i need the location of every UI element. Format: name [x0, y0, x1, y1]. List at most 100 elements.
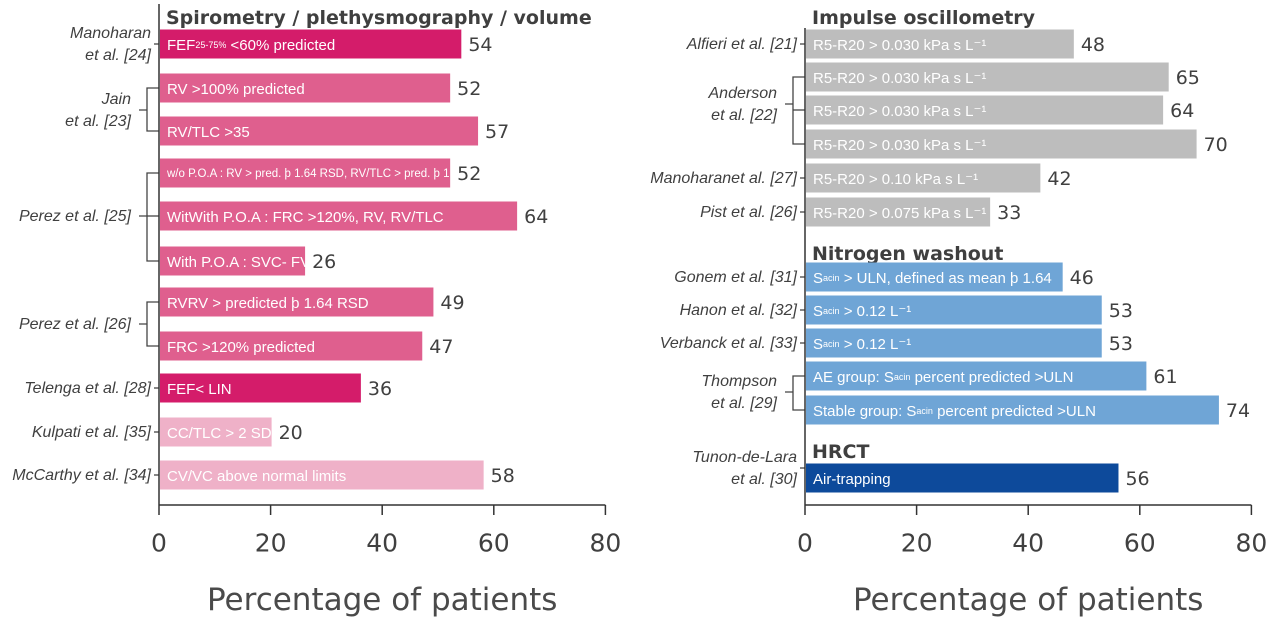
bar	[160, 373, 361, 403]
bar	[160, 73, 451, 103]
bar	[160, 116, 479, 146]
bar	[160, 158, 451, 188]
section-title: HRCT	[812, 441, 869, 463]
data-label: 42	[1047, 168, 1071, 190]
bar-label: Stable group: Sacin percent predicted >U…	[813, 403, 1096, 420]
bar-group: FEF< LIN 36	[160, 373, 392, 403]
bar	[806, 62, 1169, 92]
study-label: Manoharanet al. [27]	[650, 170, 797, 187]
study-label: Alfieri et al. [21]	[686, 36, 798, 53]
data-label: 20	[279, 422, 303, 444]
bar	[160, 29, 462, 59]
study-group: Tunon-de-Lara et al. [30]	[692, 449, 805, 488]
bar	[806, 328, 1102, 358]
study-group: Perez et al. [26]	[19, 301, 159, 347]
bar-label: R5-R20 > 0.030 kPa s L⁻¹	[813, 37, 986, 54]
bar	[806, 463, 1119, 493]
bar-group: RVRV > predicted þ 1.64 RSD 49	[160, 287, 465, 317]
bar	[806, 262, 1063, 292]
bar-group: Stable group: Sacin percent predicted >U…	[806, 395, 1250, 425]
study-label: Jain et al. [23]	[65, 91, 131, 130]
section-title: Spirometry / plethysmography / volume	[166, 7, 592, 29]
bar-label: CC/TLC > 2 SD	[167, 425, 272, 442]
bar-group: FEF25-75% <60% predicted 54	[160, 29, 493, 59]
data-label: 47	[429, 336, 453, 358]
study-group: Perez et al. [25]	[19, 172, 159, 262]
bar-group: CV/VC above normal limits 58	[160, 460, 515, 490]
x-tick-label: 80	[589, 529, 621, 558]
bar	[806, 395, 1219, 425]
bar-group: Sacin > ULN, defined as mean þ 1.64 46	[806, 262, 1094, 292]
bar-group: Air-trapping 56	[806, 463, 1150, 493]
x-tick-label: 60	[1124, 529, 1156, 558]
data-label: 46	[1070, 267, 1094, 289]
bar-label: FRC >120% predicted	[167, 339, 315, 356]
x-tick-label: 80	[1235, 529, 1267, 558]
bar-group: RV/TLC >35 57	[160, 116, 509, 146]
study-group: Anderson et al. [22]	[708, 76, 805, 145]
bar-label: R5-R20 > 0.10 kPa s L⁻¹	[813, 171, 978, 188]
bar-group: R5-R20 > 0.030 kPa s L⁻¹ 70	[806, 129, 1228, 159]
study-label: Thompson et al. [29]	[701, 373, 777, 412]
data-label: 70	[1204, 134, 1228, 156]
bar	[160, 287, 434, 317]
bar	[160, 460, 484, 490]
data-label: 52	[457, 163, 481, 185]
study-group: Verbanck et al. [33]	[660, 335, 805, 352]
bar-label: RVRV > predicted þ 1.64 RSD	[167, 295, 369, 312]
bar-label: CV/VC above normal limits	[167, 468, 346, 485]
study-label: Perez et al. [25]	[19, 208, 132, 225]
x-tick-label: 20	[901, 529, 933, 558]
section-title: Impulse oscillometry	[812, 7, 1036, 29]
data-label: 33	[997, 202, 1021, 224]
study-group: Kulpati et al. [35]	[32, 424, 159, 441]
bar-group: R5-R20 > 0.030 kPa s L⁻¹ 65	[806, 62, 1200, 92]
bar-label: R5-R20 > 0.075 kPa s L⁻¹	[813, 205, 986, 222]
bar-label: R5-R20 > 0.030 kPa s L⁻¹	[813, 137, 986, 154]
study-label: Tunon-de-Lara et al. [30]	[692, 449, 797, 488]
bar-label: Sacin > ULN, defined as mean þ 1.64	[813, 270, 1052, 287]
x-tick-label: 40	[366, 529, 398, 558]
study-label: Verbanck et al. [33]	[660, 335, 798, 352]
bar-group: R5-R20 > 0.030 kPa s L⁻¹ 64	[806, 95, 1194, 125]
study-group: Hanon et al. [32]	[680, 302, 805, 319]
bar-group: Sacin > 0.12 L⁻¹ 53	[806, 295, 1133, 325]
data-label: 53	[1109, 333, 1133, 355]
bar-label: w/o P.O.A : RV > pred. þ 1.64 RSD, RV/TL…	[166, 168, 493, 180]
study-label: Kulpati et al. [35]	[32, 424, 152, 441]
study-label: Anderson et al. [22]	[708, 85, 778, 124]
data-label: 48	[1081, 34, 1105, 56]
x-tick-label: 40	[1012, 529, 1044, 558]
section-title: Nitrogen washout	[812, 243, 1003, 265]
data-label: 26	[312, 251, 336, 273]
data-label: 61	[1153, 366, 1177, 388]
study-group: Jain et al. [23]	[65, 87, 159, 132]
data-label: 54	[468, 34, 492, 56]
group-bracket	[785, 375, 805, 411]
study-group: Alfieri et al. [21]	[686, 36, 805, 53]
x-axis-title: Percentage of patients	[853, 582, 1203, 618]
group-bracket	[139, 172, 159, 262]
bar-group: Sacin > 0.12 L⁻¹ 53	[806, 328, 1133, 358]
bar	[160, 331, 423, 361]
bar-label: RV/TLC >35	[167, 124, 250, 141]
bar-group: WitWith P.O.A : FRC >120%, RV, RV/TLC 64	[160, 201, 548, 231]
bar-label: Sacin > 0.12 L⁻¹	[813, 303, 911, 320]
bar	[160, 246, 306, 276]
bar-group: CC/TLC > 2 SD 20	[160, 417, 303, 447]
data-label: 36	[368, 378, 392, 400]
bar	[806, 197, 991, 227]
data-label: 52	[457, 78, 481, 100]
x-tick-label: 60	[478, 529, 510, 558]
data-label: 64	[1170, 100, 1194, 122]
bar-label: R5-R20 > 0.030 kPa s L⁻¹	[813, 70, 986, 87]
bar-group: R5-R20 > 0.10 kPa s L⁻¹ 42	[806, 163, 1072, 193]
bar-label: AE group: Sacin percent predicted >ULN	[813, 369, 1073, 386]
study-group: McCarthy et al. [34]	[12, 467, 159, 484]
bar	[806, 29, 1074, 59]
data-label: 49	[440, 292, 464, 314]
data-label: 64	[524, 206, 548, 228]
data-label: 53	[1109, 300, 1133, 322]
bar-label: WitWith P.O.A : FRC >120%, RV, RV/TLC	[167, 209, 444, 226]
